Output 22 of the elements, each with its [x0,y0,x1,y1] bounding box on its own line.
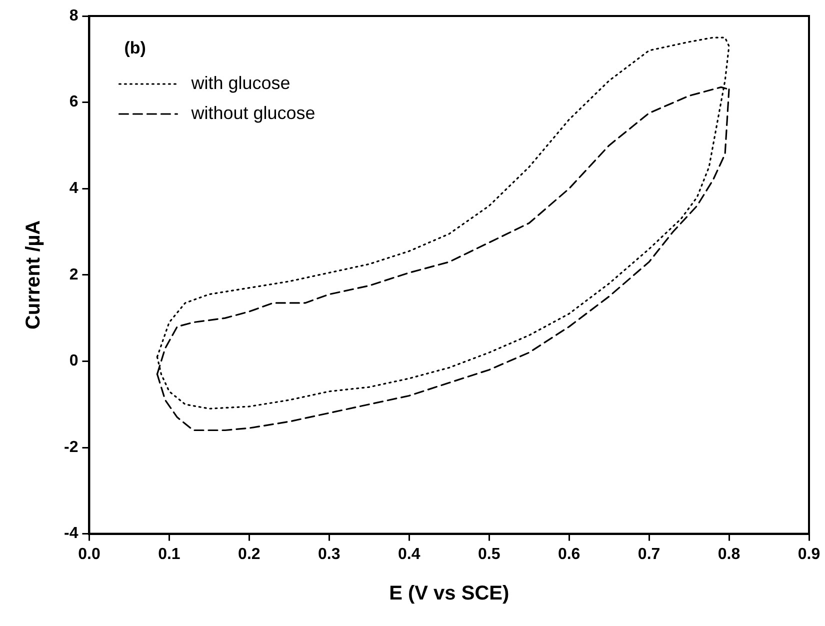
x-tick-label: 0.5 [478,546,500,563]
x-tick-label: 0.2 [238,546,260,563]
y-tick-label: -2 [64,438,78,456]
x-tick-label: 0.1 [158,546,180,563]
y-tick-label: 2 [69,266,78,284]
x-tick-label: 0.4 [398,546,420,563]
x-axis-title: E (V vs SCE) [389,582,510,605]
x-tick-label: 0.8 [718,546,740,563]
x-tick-label: 0.7 [638,546,660,563]
y-tick-label: 6 [69,94,78,111]
x-tick-label: 0.9 [798,546,820,563]
y-tick-label: 8 [69,7,78,24]
y-axis-title: Current /µA [22,220,45,330]
legend-label: without glucose [190,102,316,123]
annotation: (b) [124,38,146,58]
y-tick-label: -4 [64,525,78,542]
x-tick-label: 0.6 [558,546,580,563]
x-tick-label: 0.3 [318,546,340,563]
y-tick-label: 0 [69,352,78,370]
legend-label: with glucose [190,72,290,93]
x-tick-label: 0.0 [78,546,100,563]
y-tick-label: 4 [69,180,78,198]
